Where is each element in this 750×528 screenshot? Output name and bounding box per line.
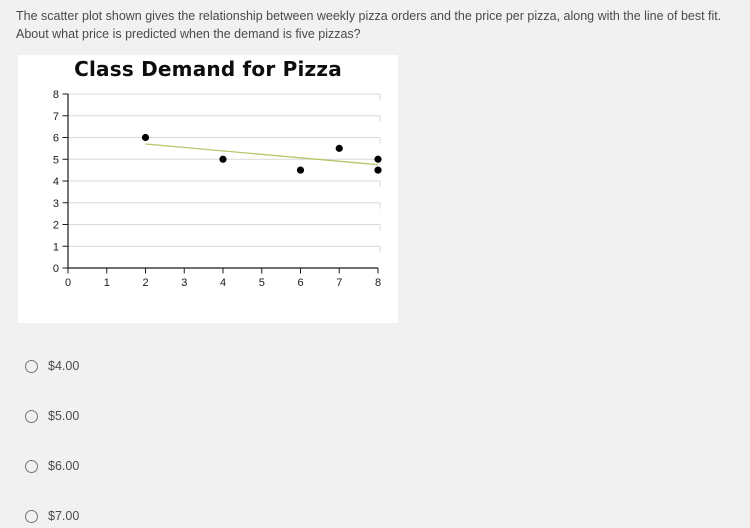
y-tick-label: 6 [53,133,59,145]
y-tick-label: 4 [53,176,59,188]
answer-option-row[interactable]: $4.00 [25,356,79,376]
radio-button[interactable] [25,459,38,473]
x-tick-label: 4 [220,277,226,289]
x-tick-label: 8 [375,277,381,289]
y-tick-label: 0 [53,263,59,275]
y-tick-label: 2 [53,220,59,232]
scatter-plot-svg: 0 1 2 3 4 5 6 7 8 0 1 2 3 4 5 6 7 8 [53,89,382,289]
scatter-point [141,133,150,142]
y-tick-label: 7 [53,111,59,123]
scatter-point [374,155,382,163]
scatter-point [374,166,382,174]
y-tick-label: 1 [53,241,59,253]
question-text: The scatter plot shown gives the relatio… [16,9,722,41]
radio-button[interactable] [25,359,38,373]
answer-option-row[interactable]: $7.00 [25,506,79,526]
x-tick-label: 6 [297,277,303,289]
scatter-point [335,144,343,152]
chart-panel: 0 1 2 3 4 5 6 7 8 0 1 2 3 4 5 6 7 8 Class Demand for Pizz… [18,55,398,323]
trend-line [145,143,379,166]
x-tick-label: 0 [65,277,71,289]
answer-option-row[interactable]: $5.00 [25,406,79,426]
chart-title: Class Demand for Pizza [74,57,342,81]
scatter-point [296,166,305,174]
option-label: $4.00 [48,359,80,373]
x-tick-label: 2 [142,277,148,289]
y-tick-label: 8 [53,89,59,101]
option-label: $5.00 [48,409,80,423]
x-tick-label: 5 [259,277,265,289]
radio-button[interactable] [25,509,38,523]
y-tick-label: 3 [53,198,59,210]
x-tick-label: 1 [104,277,110,289]
scatter-point [219,155,227,163]
x-tick-label: 3 [181,277,187,289]
option-label: $7.00 [48,509,80,523]
radio-button[interactable] [25,409,38,423]
x-tick-label: 7 [336,277,342,289]
option-label: $6.00 [48,459,80,473]
answer-option-row[interactable]: $6.00 [25,456,79,476]
y-tick-label: 5 [53,154,59,166]
